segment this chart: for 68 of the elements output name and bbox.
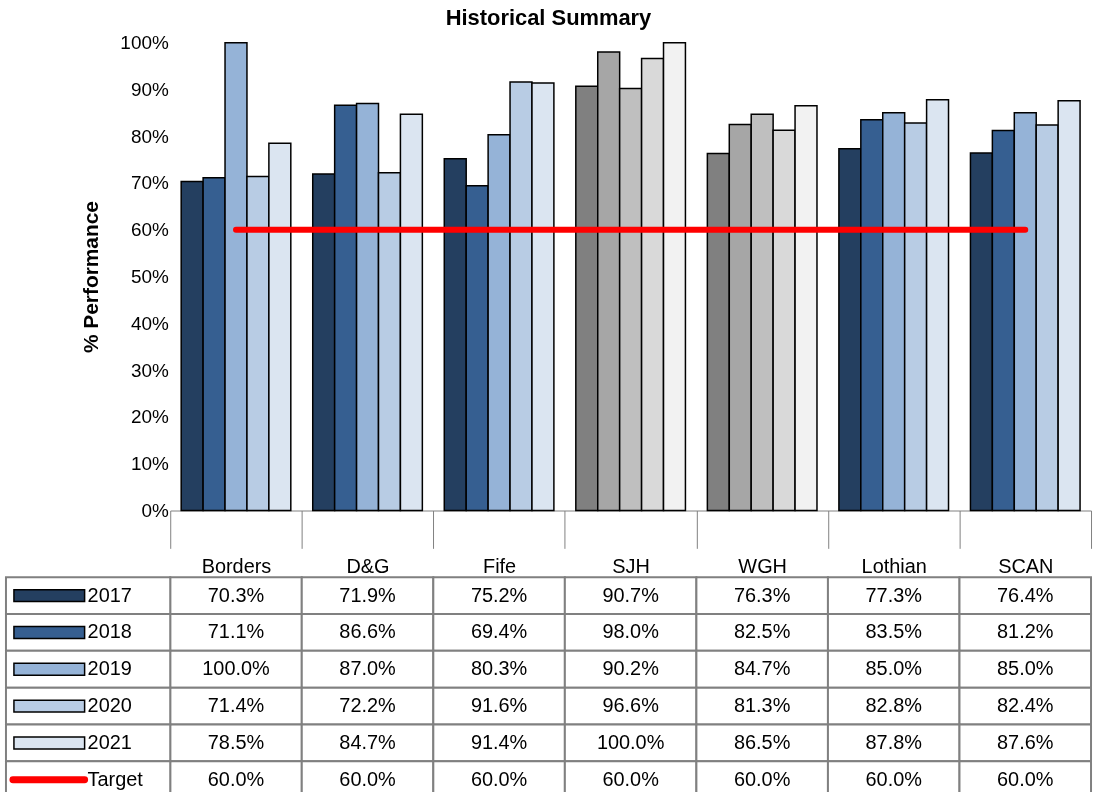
legend-label: Target: [87, 767, 144, 790]
data-label: 82.4%: [997, 694, 1054, 717]
data-label: 72.2%: [339, 694, 396, 717]
data-label: 90.2%: [602, 657, 659, 680]
data-label: 84.7%: [339, 730, 396, 753]
data-label: 69.4%: [470, 620, 528, 643]
x-tick-label: D&G: [346, 554, 390, 577]
x-tick-label: Borders: [201, 554, 272, 577]
y-tick-label: 20%: [130, 406, 169, 428]
y-axis-title: % Performance: [79, 201, 103, 354]
data-label: 98.0%: [602, 620, 659, 643]
data-label: 60.0%: [997, 767, 1054, 790]
data-label: 90.7%: [602, 583, 659, 606]
data-label: 76.3%: [733, 583, 791, 606]
y-tick-label: 0%: [141, 499, 169, 521]
data-label: 60.0%: [865, 767, 922, 790]
legend-label: 2017: [87, 583, 132, 606]
data-label: 76.4%: [997, 583, 1054, 606]
legend-label: 2019: [87, 657, 132, 680]
data-label: 96.6%: [602, 694, 659, 717]
y-tick-label: 90%: [130, 78, 169, 100]
x-tick-label: SCAN: [998, 554, 1054, 577]
data-label: 86.5%: [733, 730, 791, 753]
y-tick-label: 70%: [130, 172, 169, 194]
data-label: 85.0%: [997, 657, 1054, 680]
data-label: 80.3%: [470, 657, 528, 680]
x-tick-label: Fife: [482, 554, 517, 577]
data-label: 60.0%: [339, 767, 396, 790]
data-label: 100.0%: [596, 730, 665, 753]
data-label: 70.3%: [207, 583, 265, 606]
y-tick-label: 60%: [130, 219, 169, 241]
data-label: 82.8%: [865, 694, 922, 717]
data-label: 71.9%: [339, 583, 396, 606]
data-label: 84.7%: [733, 657, 791, 680]
data-label: 91.4%: [470, 730, 528, 753]
data-label: 60.0%: [733, 767, 791, 790]
data-label: 78.5%: [207, 730, 265, 753]
data-label: 75.2%: [470, 583, 528, 606]
data-label: 86.6%: [339, 620, 396, 643]
x-tick-label: Lothian: [861, 554, 927, 577]
y-tick-label: 50%: [130, 266, 169, 288]
y-tick-label: 80%: [130, 125, 169, 147]
data-label: 85.0%: [865, 657, 922, 680]
y-tick-label: 100%: [120, 32, 169, 54]
x-tick-label: WGH: [738, 554, 787, 577]
data-label: 100.0%: [202, 657, 270, 680]
legend-label: 2018: [87, 620, 132, 643]
data-label: 87.8%: [865, 730, 922, 753]
data-label: 60.0%: [602, 767, 659, 790]
data-label: 87.6%: [997, 730, 1054, 753]
x-tick-label: SJH: [612, 554, 650, 577]
data-label: 81.3%: [733, 694, 791, 717]
y-tick-label: 30%: [130, 359, 169, 381]
data-label: 81.2%: [997, 620, 1054, 643]
data-label: 71.1%: [207, 620, 265, 643]
data-label: 91.6%: [470, 694, 528, 717]
y-tick-label: 40%: [130, 312, 169, 334]
legend-label: 2020: [87, 694, 132, 717]
legend-label: 2021: [87, 730, 132, 753]
y-tick-label: 10%: [130, 453, 169, 475]
chart-title: Historical Summary: [445, 4, 653, 30]
data-label: 60.0%: [207, 767, 265, 790]
data-label: 82.5%: [733, 620, 791, 643]
data-label: 77.3%: [865, 583, 922, 606]
data-label: 83.5%: [865, 620, 922, 643]
data-label: 71.4%: [207, 694, 265, 717]
data-label: 60.0%: [470, 767, 528, 790]
data-label: 87.0%: [339, 657, 396, 680]
